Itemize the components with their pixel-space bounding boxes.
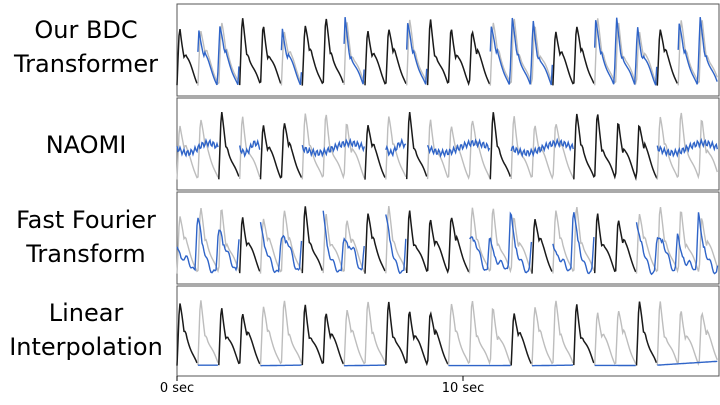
observed-signal — [364, 213, 386, 274]
observed-signal — [176, 303, 198, 366]
observed-signal — [426, 19, 491, 87]
imputed-signal — [406, 22, 428, 85]
ground-truth-signal — [259, 210, 303, 274]
imputed-signal — [176, 217, 240, 274]
observed-signal — [573, 304, 595, 366]
ground-truth-signal — [635, 207, 719, 274]
panel-label-line2: Transform — [26, 240, 146, 268]
ground-truth-signal — [468, 207, 533, 274]
observed-signal — [385, 301, 449, 367]
ground-truth-signal — [280, 31, 303, 86]
imputed-signal — [510, 137, 574, 158]
imputed-signal — [469, 211, 533, 274]
imputed-signal — [532, 364, 573, 367]
observed-signal — [531, 219, 553, 274]
ground-truth-signal — [552, 206, 595, 274]
imputed-signal — [239, 138, 261, 159]
imputed-signal — [677, 17, 718, 85]
panel-frame — [176, 285, 720, 377]
observed-signal — [364, 29, 407, 86]
imputed-signal — [552, 212, 595, 275]
x-tick-label-0: 0 sec — [159, 381, 195, 396]
ground-truth-signal — [343, 301, 386, 366]
observed-signal — [218, 112, 240, 180]
panel-frame — [176, 97, 720, 191]
ground-truth-signal — [447, 300, 512, 366]
observed-signal — [238, 217, 261, 274]
ground-truth-signal — [343, 22, 365, 86]
observed-signal — [510, 313, 532, 366]
observed-signal — [238, 18, 282, 86]
observed-signal — [656, 29, 678, 86]
observed-signal — [552, 26, 595, 86]
panel-frame — [176, 191, 720, 285]
ground-truth-signal — [176, 119, 219, 180]
panel-label-line1: Fast Fourier — [16, 206, 156, 234]
imputed-signal — [594, 17, 658, 86]
ground-truth-signal — [322, 214, 365, 274]
observed-signal — [489, 112, 512, 180]
observed-signal — [259, 123, 303, 180]
observed-signal — [593, 213, 637, 274]
ground-truth-signal — [385, 116, 407, 180]
panel-label-linear: Linear Interpolation — [0, 296, 172, 364]
ground-truth-signal — [531, 300, 574, 366]
ground-truth-signal — [301, 113, 365, 180]
observed-signal — [301, 206, 324, 274]
panel-frame — [176, 3, 720, 97]
imputed-signal — [176, 137, 219, 158]
ground-truth-signal — [176, 208, 240, 274]
imputed-signal — [344, 364, 386, 367]
panel-label-fft: Fast Fourier Transform — [0, 203, 172, 271]
imputed-signal — [322, 210, 365, 273]
ground-truth-signal — [259, 300, 303, 366]
imputed-signal — [385, 137, 407, 158]
panel-label-line1: Linear — [48, 299, 124, 327]
panel-label-bdc: Our BDC Transformer — [0, 13, 172, 81]
ground-truth-signal — [656, 301, 718, 366]
observed-signal — [176, 28, 198, 86]
ground-truth-signal — [239, 116, 261, 180]
imputed-signal — [259, 221, 303, 274]
imputed-signal — [657, 360, 718, 366]
observed-signal — [218, 308, 261, 366]
observed-signal — [301, 18, 345, 86]
ground-truth-signal — [489, 18, 553, 86]
observed-signal — [301, 304, 344, 366]
observed-signal — [573, 113, 658, 181]
panel-label-line1: NAOMI — [45, 131, 127, 159]
imputed-signal — [280, 28, 303, 86]
imputed-signal — [426, 138, 491, 159]
observed-signal — [405, 210, 470, 275]
observed-signal — [635, 301, 658, 366]
imputed-signal — [635, 212, 719, 276]
imputed-signal — [489, 17, 553, 86]
panel-label-line1: Our BDC — [34, 16, 138, 44]
panel-label-naomi: NAOMI — [0, 128, 172, 162]
ground-truth-signal — [406, 19, 428, 86]
x-tick-label-10: 10 sec — [441, 381, 485, 396]
imputed-signal — [343, 17, 365, 85]
observed-signal — [405, 112, 428, 180]
observed-signal — [364, 125, 386, 180]
ground-truth-signal — [594, 18, 658, 86]
panel-label-line2: Transformer — [13, 50, 158, 78]
imputed-signal — [385, 214, 407, 275]
imputed-signal — [656, 137, 718, 158]
panel-label-line2: Interpolation — [9, 333, 163, 361]
ground-truth-signal — [197, 300, 219, 366]
imputed-signal — [260, 364, 302, 367]
ground-truth-signal — [385, 206, 407, 274]
imputed-signal — [301, 137, 365, 158]
ground-truth-signal — [594, 310, 637, 366]
imputed-signal — [197, 26, 240, 86]
